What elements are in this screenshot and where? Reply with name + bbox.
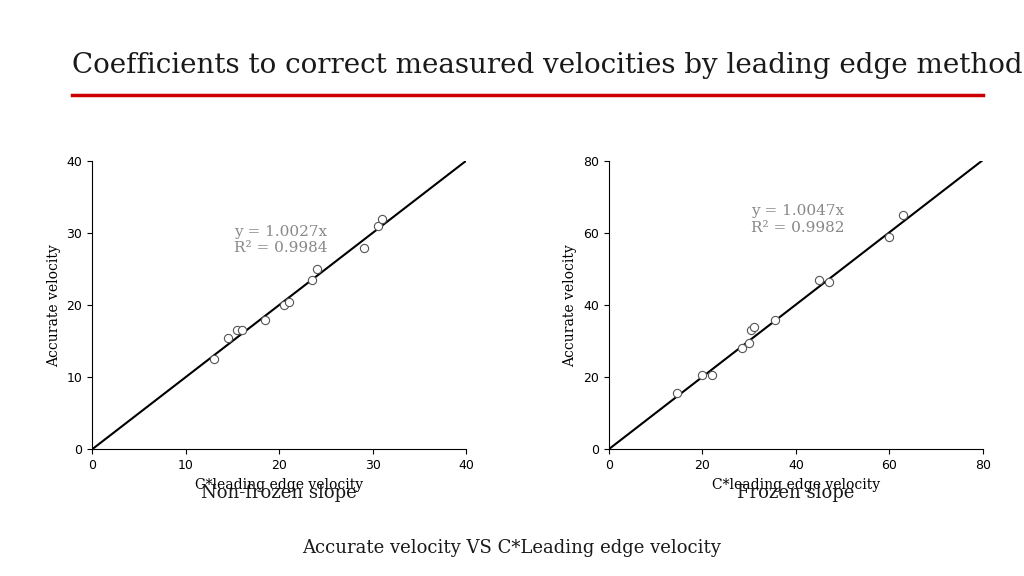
Point xyxy=(355,243,372,252)
Y-axis label: Accurate velocity: Accurate velocity xyxy=(47,244,61,367)
Point xyxy=(811,275,827,285)
Point xyxy=(374,214,390,223)
Point xyxy=(743,326,760,335)
Text: Accurate velocity VS C*Leading edge velocity: Accurate velocity VS C*Leading edge velo… xyxy=(302,539,722,557)
Point xyxy=(275,301,292,310)
Point xyxy=(882,232,898,241)
Point xyxy=(370,221,386,230)
Point xyxy=(304,275,321,285)
Point xyxy=(734,344,751,353)
Text: Coefficients to correct measured velocities by leading edge method: Coefficients to correct measured velocit… xyxy=(72,52,1022,79)
Point xyxy=(206,355,222,364)
Point xyxy=(281,297,297,306)
Point xyxy=(229,326,246,335)
Text: Non-frozen slope: Non-frozen slope xyxy=(202,484,357,502)
Point xyxy=(233,326,250,335)
Point xyxy=(703,371,720,380)
Point xyxy=(694,371,711,380)
Text: y = 1.0047x
R² = 0.9982: y = 1.0047x R² = 0.9982 xyxy=(751,204,845,234)
Point xyxy=(220,333,237,342)
X-axis label: C*leading edge velocity: C*leading edge velocity xyxy=(712,478,880,491)
Y-axis label: Accurate velocity: Accurate velocity xyxy=(563,244,578,367)
Text: Frozen slope: Frozen slope xyxy=(737,484,855,502)
Point xyxy=(669,389,685,398)
Point xyxy=(741,339,758,348)
Point xyxy=(257,315,273,324)
Point xyxy=(895,211,911,220)
X-axis label: C*leading edge velocity: C*leading edge velocity xyxy=(196,478,364,491)
Point xyxy=(308,265,325,274)
Point xyxy=(767,315,783,324)
Point xyxy=(745,323,762,332)
Point xyxy=(820,277,837,286)
Text: y = 1.0027x
R² = 0.9984: y = 1.0027x R² = 0.9984 xyxy=(234,225,328,255)
